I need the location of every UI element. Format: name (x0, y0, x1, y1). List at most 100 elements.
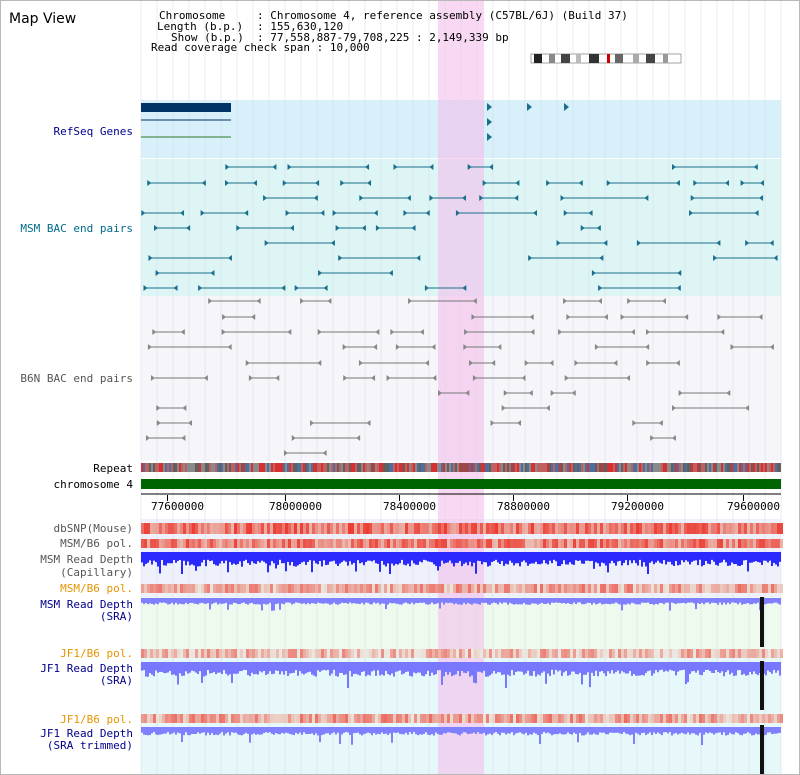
depth-bar (653, 727, 655, 733)
repeat-segment (261, 463, 263, 472)
depth-bar (635, 552, 637, 564)
depth-bar (339, 662, 341, 673)
depth-bar (217, 552, 219, 566)
b6n-bac-end (645, 344, 650, 350)
heat-cell (447, 584, 450, 593)
depth-bar (579, 727, 581, 733)
repeat-segment (263, 463, 265, 472)
heat-cell (468, 714, 471, 723)
heat-cell (231, 714, 234, 723)
axis-tick (167, 495, 168, 501)
heat-cell (528, 523, 531, 534)
depth-bar (167, 552, 169, 564)
heat-cell (366, 523, 369, 534)
heat-cell (201, 714, 204, 723)
depth-bar (655, 727, 657, 734)
heat-cell (420, 584, 423, 593)
repeat-segment (275, 463, 277, 472)
repeat-segment (777, 463, 779, 472)
depth-bar (453, 662, 455, 676)
repeat-segment (447, 463, 449, 472)
depth-bar (221, 727, 223, 733)
depth-bar (591, 552, 593, 561)
depth-bar (571, 598, 573, 605)
repeat-segment (273, 463, 275, 472)
depth-bar (721, 727, 723, 735)
heat-cell (225, 584, 228, 593)
heat-cell (288, 584, 291, 593)
depth-bar (605, 662, 607, 677)
heat-cell (546, 539, 549, 548)
depth-bar (161, 552, 163, 560)
depth-bar (171, 552, 173, 564)
depth-bar (195, 598, 197, 604)
heat-cell (432, 714, 435, 723)
depth-bar (385, 727, 387, 734)
heat-cell (276, 649, 279, 658)
depth-bar (257, 662, 259, 675)
depth-bar (589, 727, 591, 735)
heat-cell (765, 584, 768, 593)
repeat-segment (411, 463, 413, 472)
heat-cell (573, 649, 576, 658)
repeat-segment (277, 463, 279, 472)
depth-bar (209, 552, 211, 562)
heat-cell (585, 539, 588, 548)
depth-bar (699, 727, 701, 733)
depth-bar (211, 662, 213, 674)
depth-bar (695, 598, 697, 610)
heat-cell (669, 539, 672, 548)
heat-cell (447, 523, 450, 534)
heat-cell (186, 523, 189, 534)
depth-bar (253, 727, 255, 734)
heat-cell (462, 649, 465, 658)
depth-bar (395, 727, 397, 734)
heat-cell (345, 584, 348, 593)
heat-cell (573, 539, 576, 548)
heat-cell (411, 714, 414, 723)
depth-bar (765, 727, 767, 735)
repeat-segment (643, 463, 645, 472)
heat-cell (162, 523, 165, 534)
depth-bar (391, 552, 393, 564)
heat-cell (660, 539, 663, 548)
depth-bar (683, 552, 685, 563)
depth-bar (573, 598, 575, 603)
repeat-segment (353, 463, 355, 472)
heat-cell (294, 649, 297, 658)
depth-bar (625, 727, 627, 734)
repeat-segment (595, 463, 597, 472)
heat-cell (414, 539, 417, 548)
depth-bar (767, 598, 769, 604)
heat-cell (228, 523, 231, 534)
heat-cell (735, 523, 738, 534)
heat-cell (717, 523, 720, 534)
depth-bar (405, 727, 407, 733)
depth-bar (605, 552, 607, 566)
depth-bar (557, 662, 559, 672)
heat-cell (675, 714, 678, 723)
depth-bar (561, 727, 563, 735)
b6n-bac-end (529, 314, 534, 320)
heat-cell (750, 523, 753, 534)
depth-bar (389, 727, 391, 734)
depth-bar (371, 662, 373, 672)
heat-cell (300, 539, 303, 548)
repeat-segment (391, 463, 393, 472)
depth-bar (531, 662, 533, 676)
heat-cell (258, 714, 261, 723)
repeat-segment (373, 463, 375, 472)
b6n-bac-end (152, 329, 157, 335)
depth-bar (449, 552, 451, 561)
depth-bar (559, 552, 561, 567)
depth-bar (219, 662, 221, 673)
depth-bar (435, 727, 437, 733)
heat-cell (426, 649, 429, 658)
depth-bar (501, 662, 503, 675)
heat-cell (675, 649, 678, 658)
depth-bar (393, 727, 395, 733)
depth-bar (351, 727, 353, 745)
heat-cell (381, 714, 384, 723)
b6n-bac-end (275, 375, 280, 381)
